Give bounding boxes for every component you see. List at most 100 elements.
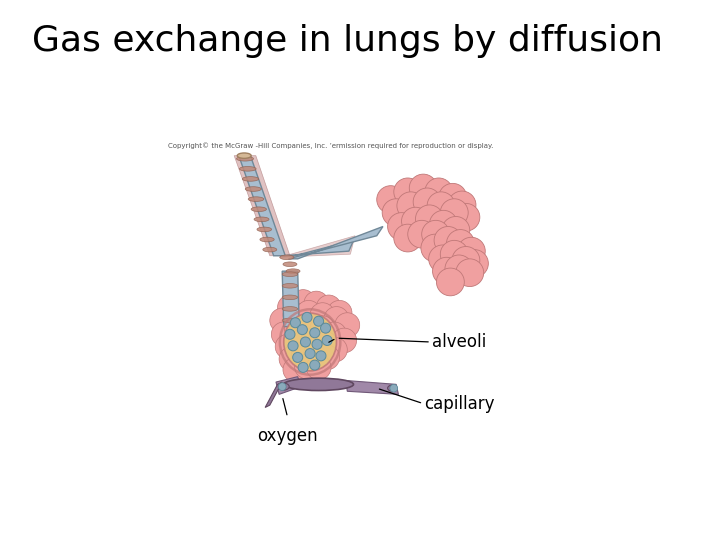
Ellipse shape xyxy=(280,255,294,260)
Circle shape xyxy=(279,347,304,372)
Circle shape xyxy=(284,316,310,341)
Polygon shape xyxy=(346,381,398,394)
Circle shape xyxy=(456,259,484,287)
Ellipse shape xyxy=(283,262,297,267)
Ellipse shape xyxy=(282,284,297,288)
Circle shape xyxy=(433,257,461,285)
Circle shape xyxy=(332,328,356,353)
Ellipse shape xyxy=(254,217,269,221)
Circle shape xyxy=(291,289,315,314)
Circle shape xyxy=(390,384,397,392)
Circle shape xyxy=(415,205,444,233)
Polygon shape xyxy=(289,226,383,259)
Circle shape xyxy=(377,186,405,213)
Polygon shape xyxy=(282,240,354,256)
Polygon shape xyxy=(282,271,300,327)
Circle shape xyxy=(428,245,456,273)
Circle shape xyxy=(304,291,329,316)
Circle shape xyxy=(312,331,337,356)
Ellipse shape xyxy=(387,385,397,392)
Circle shape xyxy=(441,199,468,226)
Circle shape xyxy=(429,211,457,238)
Circle shape xyxy=(292,353,302,362)
Circle shape xyxy=(427,192,455,220)
Circle shape xyxy=(402,207,429,235)
Text: Copyright© the McGraw -Hill Companies, Inc. ’ermission required for reproduction: Copyright© the McGraw -Hill Companies, I… xyxy=(168,143,493,149)
Ellipse shape xyxy=(282,307,297,311)
Ellipse shape xyxy=(236,157,253,161)
Circle shape xyxy=(297,325,307,335)
Circle shape xyxy=(387,213,415,240)
Circle shape xyxy=(310,360,320,370)
Circle shape xyxy=(438,184,467,211)
Circle shape xyxy=(408,220,436,248)
Circle shape xyxy=(436,268,464,296)
Circle shape xyxy=(300,337,310,347)
Circle shape xyxy=(382,199,410,226)
Circle shape xyxy=(413,188,441,215)
Circle shape xyxy=(324,307,349,331)
Circle shape xyxy=(323,338,347,362)
Ellipse shape xyxy=(257,227,271,232)
Text: oxygen: oxygen xyxy=(257,427,318,445)
Ellipse shape xyxy=(246,187,261,191)
Ellipse shape xyxy=(284,313,336,371)
Circle shape xyxy=(292,342,316,367)
Circle shape xyxy=(442,217,469,244)
Circle shape xyxy=(310,303,335,327)
Circle shape xyxy=(457,237,485,265)
Circle shape xyxy=(305,348,315,359)
Circle shape xyxy=(320,323,330,333)
Ellipse shape xyxy=(279,383,289,390)
Circle shape xyxy=(448,191,476,219)
Circle shape xyxy=(294,354,320,379)
Circle shape xyxy=(298,362,308,373)
Circle shape xyxy=(434,226,462,254)
Circle shape xyxy=(288,341,298,351)
Circle shape xyxy=(452,204,480,231)
Circle shape xyxy=(312,339,322,349)
Circle shape xyxy=(306,355,331,380)
Circle shape xyxy=(296,300,321,325)
Circle shape xyxy=(285,329,295,339)
Circle shape xyxy=(271,322,296,347)
Polygon shape xyxy=(279,236,355,257)
Circle shape xyxy=(302,312,312,322)
Circle shape xyxy=(316,295,341,320)
Circle shape xyxy=(314,316,324,326)
Polygon shape xyxy=(276,377,301,394)
Circle shape xyxy=(277,295,302,320)
Circle shape xyxy=(316,351,326,361)
Text: alveoli: alveoli xyxy=(432,333,486,351)
Ellipse shape xyxy=(248,197,264,201)
Circle shape xyxy=(446,230,474,257)
Text: Gas exchange in lungs by diffusion: Gas exchange in lungs by diffusion xyxy=(32,24,663,58)
Circle shape xyxy=(270,308,294,333)
Circle shape xyxy=(297,314,323,339)
Ellipse shape xyxy=(243,177,258,181)
Ellipse shape xyxy=(251,207,266,212)
Polygon shape xyxy=(239,156,285,256)
Circle shape xyxy=(425,178,453,206)
Circle shape xyxy=(301,328,325,353)
Circle shape xyxy=(409,174,437,202)
Ellipse shape xyxy=(286,269,300,273)
Ellipse shape xyxy=(284,378,354,390)
Circle shape xyxy=(394,178,422,206)
Circle shape xyxy=(441,240,468,268)
Circle shape xyxy=(310,316,335,340)
Ellipse shape xyxy=(263,247,276,252)
Circle shape xyxy=(335,313,360,338)
Circle shape xyxy=(322,335,332,346)
Circle shape xyxy=(421,234,449,262)
Text: capillary: capillary xyxy=(424,395,495,413)
Ellipse shape xyxy=(238,153,251,158)
Circle shape xyxy=(289,330,313,354)
Circle shape xyxy=(310,328,320,338)
Circle shape xyxy=(461,249,488,278)
Polygon shape xyxy=(234,156,290,256)
Circle shape xyxy=(327,300,352,325)
Circle shape xyxy=(422,220,449,248)
Ellipse shape xyxy=(282,318,297,323)
Ellipse shape xyxy=(282,295,297,300)
